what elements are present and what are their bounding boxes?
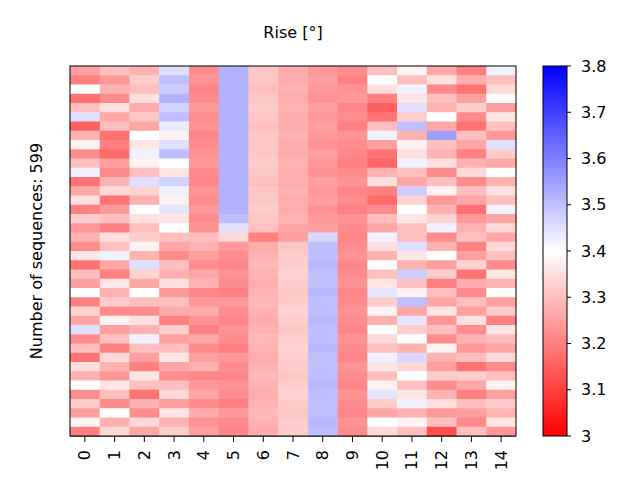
svg-text:3.8: 3.8 (581, 57, 606, 76)
svg-text:3.4: 3.4 (581, 242, 606, 261)
svg-text:13: 13 (462, 450, 481, 470)
svg-text:11: 11 (402, 450, 421, 470)
svg-text:4: 4 (194, 450, 213, 460)
svg-text:14: 14 (492, 450, 511, 470)
svg-text:3.2: 3.2 (581, 334, 606, 353)
svg-text:10: 10 (373, 450, 392, 470)
svg-text:3: 3 (165, 450, 184, 460)
svg-text:7: 7 (284, 450, 303, 460)
svg-text:5: 5 (224, 450, 243, 460)
svg-text:3: 3 (581, 427, 591, 446)
svg-text:8: 8 (313, 450, 332, 460)
svg-text:9: 9 (343, 450, 362, 460)
svg-text:6: 6 (254, 450, 273, 460)
svg-text:3.3: 3.3 (581, 288, 606, 307)
svg-text:0: 0 (75, 450, 94, 460)
svg-text:Rise [°]: Rise [°] (263, 23, 322, 42)
svg-text:3.6: 3.6 (581, 149, 606, 168)
svg-text:2: 2 (135, 450, 154, 460)
svg-text:3.7: 3.7 (581, 103, 606, 122)
svg-text:1: 1 (105, 450, 124, 460)
svg-text:3.5: 3.5 (581, 195, 606, 214)
svg-text:12: 12 (432, 450, 451, 470)
svg-text:Number of sequences: 599: Number of sequences: 599 (27, 143, 46, 359)
svg-text:3.1: 3.1 (581, 380, 606, 399)
